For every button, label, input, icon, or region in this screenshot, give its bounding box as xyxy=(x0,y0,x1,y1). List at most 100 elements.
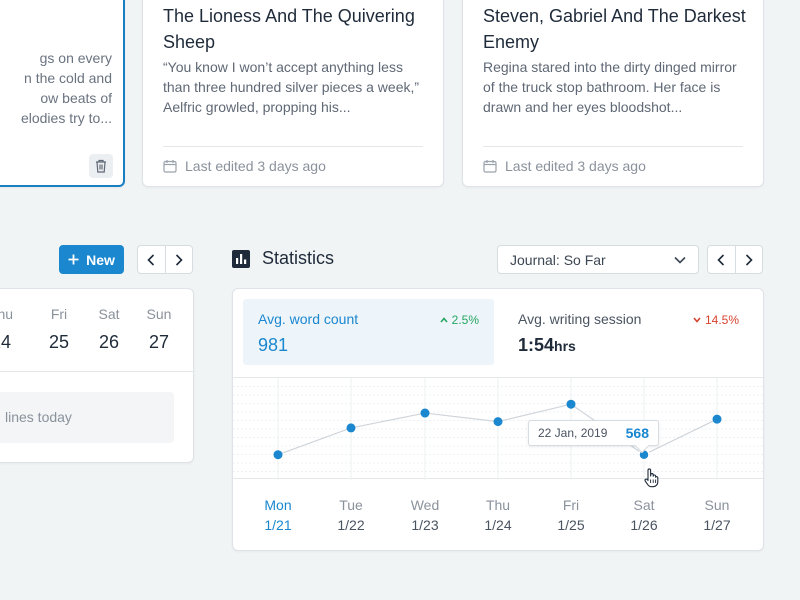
data-point[interactable] xyxy=(346,423,356,433)
story-title[interactable]: The Lioness And The Quivering Sheep xyxy=(163,6,415,52)
metric-value-number: 1:54 xyxy=(518,335,555,355)
next-week-button[interactable] xyxy=(164,246,193,273)
arrow-down-icon xyxy=(693,317,701,323)
statistics-heading: Statistics xyxy=(232,248,334,269)
x-label-day[interactable]: Sun 1/27 xyxy=(687,495,747,535)
statistics-card: Avg. word count 2.5% 981 Avg. writing se… xyxy=(232,288,764,551)
chevron-left-icon xyxy=(717,253,725,266)
tooltip-date: 22 Jan, 2019 xyxy=(538,426,608,440)
range-select-value: Journal: So Far xyxy=(510,251,606,268)
arrow-up-icon xyxy=(440,317,448,323)
day-date: 26 xyxy=(98,332,120,352)
day-name: Sun xyxy=(146,306,172,322)
chevron-left-icon xyxy=(147,253,155,266)
x-label-date: 1/22 xyxy=(337,517,365,533)
line-chart-svg xyxy=(233,378,763,480)
day-name: Thu xyxy=(0,306,14,322)
calendar-day[interactable]: Thu 24 xyxy=(0,306,26,353)
excerpt-line: elodies try to... xyxy=(20,110,112,126)
chart-x-labels: Mon 1/21 Tue 1/22 Wed 1/23 Thu 1/24 Fri … xyxy=(233,495,763,535)
day-date: 25 xyxy=(48,332,70,352)
divider xyxy=(0,371,193,372)
chevron-right-icon xyxy=(745,253,753,266)
x-label-day[interactable]: Tue 1/22 xyxy=(321,495,381,535)
x-label-weekday: Fri xyxy=(562,497,580,513)
metric-change: 14.5% xyxy=(693,313,739,327)
data-point[interactable] xyxy=(273,450,283,460)
range-select[interactable]: Journal: So Far xyxy=(497,245,699,274)
x-label-day[interactable]: Fri 1/25 xyxy=(541,495,601,535)
divider xyxy=(483,146,743,147)
x-label-date: 1/25 xyxy=(557,517,585,533)
tooltip-value: 568 xyxy=(625,425,649,441)
excerpt-line: gs on every xyxy=(39,50,112,66)
data-point[interactable] xyxy=(712,414,722,424)
metric-label: Avg. writing session xyxy=(518,311,642,327)
data-point[interactable] xyxy=(420,408,430,418)
story-card[interactable]: Steven, Gabriel And The Darkest Enemy Re… xyxy=(462,0,764,187)
x-label-day[interactable]: Sat 1/26 xyxy=(614,495,674,535)
statistics-pager xyxy=(707,245,763,274)
x-label-date: 1/23 xyxy=(411,517,439,533)
chevron-right-icon xyxy=(175,253,183,266)
metric-value-unit: hrs xyxy=(554,338,576,354)
story-title[interactable]: Steven, Gabriel And The Darkest Enemy xyxy=(483,6,746,52)
x-label-date: 1/24 xyxy=(484,517,512,533)
line-chart xyxy=(233,377,763,480)
metric-word-count[interactable]: Avg. word count 2.5% 981 xyxy=(243,299,494,365)
calendar-card: Thu 24 Fri 25 Sat 26 Sun 27 lines today xyxy=(0,288,194,463)
calendar-days: Thu 24 Fri 25 Sat 26 Sun 27 xyxy=(0,306,195,366)
statistics-title: Statistics xyxy=(262,248,335,268)
story-card-partial[interactable]: gs on every n the cold and ow beats of e… xyxy=(0,0,125,187)
data-point[interactable] xyxy=(566,399,576,409)
metric-value: 1:54hrs xyxy=(518,335,739,356)
bar-chart-icon xyxy=(232,249,250,268)
x-label-day[interactable]: Wed 1/23 xyxy=(395,495,455,535)
x-label-weekday: Wed xyxy=(410,497,440,513)
metric-value: 981 xyxy=(258,335,289,355)
new-entry-button[interactable]: New xyxy=(59,245,124,274)
x-label-weekday: Thu xyxy=(485,497,511,513)
x-label-weekday: Sun xyxy=(704,497,730,513)
calendar-day[interactable]: Fri 25 xyxy=(34,306,84,353)
day-date: 27 xyxy=(148,332,170,352)
prev-range-button[interactable] xyxy=(708,246,735,273)
calendar-icon xyxy=(483,160,497,173)
excerpt-line: ow beats of xyxy=(40,90,112,106)
next-range-button[interactable] xyxy=(734,246,763,273)
x-label-weekday: Tue xyxy=(339,497,363,513)
chevron-down-icon xyxy=(674,256,686,264)
calendar-pager xyxy=(137,245,193,274)
x-label-weekday: Sat xyxy=(633,497,655,513)
story-card[interactable]: The Lioness And The Quivering Sheep “You… xyxy=(142,0,444,187)
x-label-day[interactable]: Mon 1/21 xyxy=(248,495,308,535)
metric-change-value: 2.5% xyxy=(451,313,479,327)
story-meta: Last edited 3 days ago xyxy=(483,158,646,174)
data-point[interactable] xyxy=(493,417,503,427)
day-name: Sat xyxy=(98,306,120,322)
last-edited-text: Last edited 3 days ago xyxy=(185,158,326,174)
day-date: 24 xyxy=(0,332,12,352)
calendar-day[interactable]: Sun 27 xyxy=(134,306,184,353)
story-excerpt: “You know I won’t accept anything less t… xyxy=(163,59,420,115)
story-excerpt: gs on every n the cold and ow beats of e… xyxy=(2,48,112,128)
metric-writing-session[interactable]: Avg. writing session 14.5% 1:54hrs xyxy=(503,299,754,365)
calendar-icon xyxy=(163,160,177,173)
delete-button[interactable] xyxy=(89,154,113,178)
excerpt-line: n the cold and xyxy=(24,70,112,86)
story-meta: Last edited 3 days ago xyxy=(163,158,326,174)
hand-cursor-icon xyxy=(644,468,659,488)
prev-week-button[interactable] xyxy=(138,246,165,273)
divider xyxy=(163,146,423,147)
metric-change-value: 14.5% xyxy=(704,313,739,327)
chart-tooltip: 22 Jan, 2019 568 xyxy=(528,420,659,454)
new-entry-label: New xyxy=(86,251,115,268)
trash-icon xyxy=(96,159,106,173)
calendar-day[interactable]: Sat 26 xyxy=(84,306,134,353)
day-name: Fri xyxy=(50,306,68,322)
last-edited-text: Last edited 3 days ago xyxy=(505,158,646,174)
x-label-day[interactable]: Thu 1/24 xyxy=(468,495,528,535)
x-label-date: 1/21 xyxy=(264,517,292,533)
x-label-weekday: Mon xyxy=(264,497,292,513)
x-label-date: 1/26 xyxy=(630,517,658,533)
